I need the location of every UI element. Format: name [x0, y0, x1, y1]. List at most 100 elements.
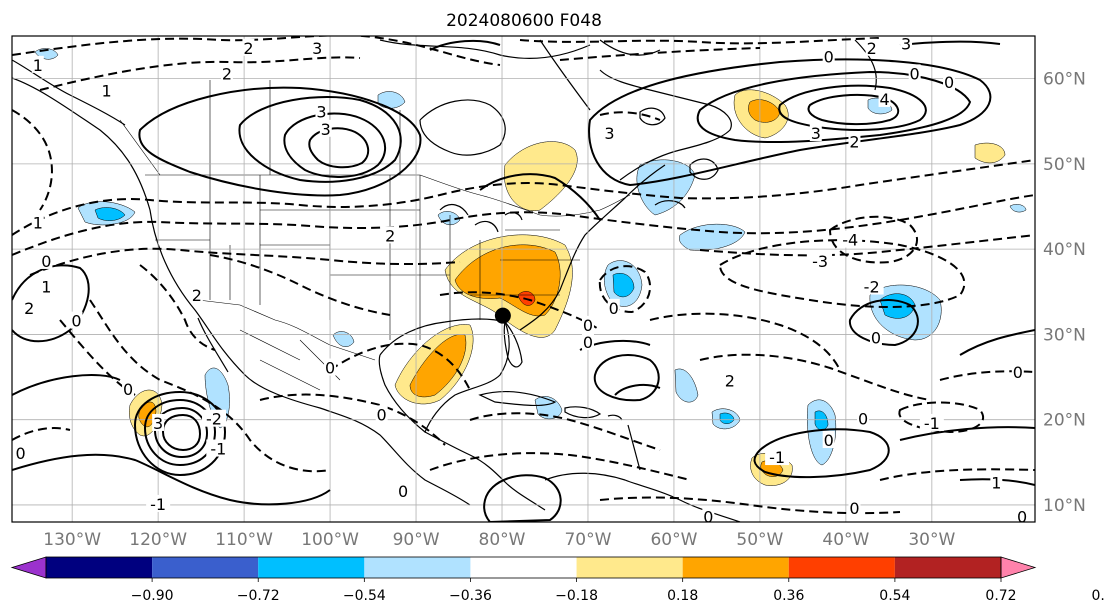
positive-contour-west-atlantic-ring — [593, 354, 660, 402]
contour-label-background — [919, 413, 944, 431]
contour-label-background — [808, 251, 833, 269]
contour-label-background — [375, 405, 388, 423]
positive-contour-atlantic-high — [588, 58, 992, 187]
negative-contour-caribbean-2 — [429, 452, 691, 481]
colorbar-segment — [152, 557, 259, 578]
colorbar-tick-label: 0.18 — [667, 588, 698, 604]
negative-anomaly-area-east-atlantic — [1009, 204, 1027, 213]
height-anomaly-contours — [12, 39, 1035, 522]
contour-label: 0 — [583, 333, 593, 352]
longitude-tick-label: 100°W — [301, 530, 359, 550]
nova-scotia — [654, 200, 686, 209]
contour-label-background — [315, 102, 328, 120]
contour-label-background — [31, 213, 44, 231]
map-title: 2024080600 F048 — [446, 11, 602, 31]
positive-contour-atlantic-high-inner-1 — [696, 70, 972, 144]
negative-contour-cape-verde-low — [898, 401, 985, 434]
longitude-tick-label: 60°W — [650, 530, 697, 550]
contour-label-background — [900, 36, 913, 52]
contour-label: 2 — [222, 64, 232, 83]
colorbar-segment — [364, 557, 471, 578]
contour-label: 0 — [325, 359, 335, 378]
contour-label-background — [581, 315, 594, 333]
contour-label-background — [122, 379, 135, 397]
contour-label-background — [100, 81, 113, 99]
longitude-labels: 130°W 120°W 110°W 100°W 90°W 80°W 70°W 60°W 50°W… — [43, 530, 955, 550]
contour-label: 3 — [312, 39, 322, 58]
negative-contour-west-us-1 — [139, 264, 216, 351]
negative-contour-mexico-2 — [59, 319, 136, 396]
colorbar-segment — [470, 557, 577, 578]
contour-label-background — [202, 409, 227, 427]
contour-label: 3 — [316, 103, 326, 122]
contour-label-background — [878, 89, 891, 107]
contour-label: 0 — [377, 405, 387, 424]
contour-label: 0 — [41, 252, 51, 271]
map-frame — [11, 35, 1036, 523]
latitude-tick-label: 30°N — [1043, 325, 1086, 345]
positive-contour-south-atlantic — [753, 428, 890, 479]
contour-label: 2 — [867, 39, 877, 58]
negative-anomaly-area-texas — [332, 331, 355, 347]
positive-contour-central-canada-high-inner-2 — [283, 112, 387, 178]
contour-label: 3 — [901, 35, 911, 54]
hudson-bay — [419, 99, 506, 156]
positive-contour-pacific-low-4 — [161, 413, 202, 452]
contour-label-background — [152, 413, 165, 431]
contour-label: 0 — [910, 64, 920, 83]
contour-label-background — [220, 64, 233, 82]
negative-contour-east-pacific-edge — [12, 427, 71, 441]
puerto-rico — [607, 414, 623, 421]
strong-positive-anomaly-area-eastern-pacific — [138, 401, 157, 428]
contour-label-background — [1011, 362, 1024, 380]
contour-label-background — [838, 230, 863, 248]
contour-label-background — [607, 298, 620, 316]
negative-anomaly-area-tropical-atlantic — [674, 368, 699, 403]
florida-peninsula — [503, 321, 523, 368]
negative-contour-midlat-1 — [12, 159, 1035, 236]
contour-label: -1 — [769, 448, 785, 467]
contour-label: -2 — [206, 410, 222, 429]
alaska-coast — [12, 59, 126, 126]
contour-label-background — [384, 226, 397, 244]
negative-contour-tropical-atlantic — [649, 312, 841, 371]
contour-label: 0 — [609, 299, 619, 318]
contour-label-background — [857, 409, 870, 427]
contour-label-background — [311, 38, 324, 56]
contour-label: 1 — [41, 278, 51, 297]
longitude-tick-label: 130°W — [43, 530, 101, 550]
contour-label-background — [908, 64, 921, 82]
longitude-tick-label: 40°W — [822, 530, 869, 550]
colorbar-segment — [788, 557, 895, 578]
contour-label-background — [70, 311, 83, 329]
latitude-tick-label: 60°N — [1043, 70, 1086, 90]
contour-label-background — [822, 431, 835, 448]
longitude-tick-label: 110°W — [215, 530, 273, 550]
negative-contour-south-atlantic-2 — [879, 468, 1035, 481]
negative-anomaly-area-south-atlantic — [807, 399, 837, 466]
negative-contour-bermuda — [598, 265, 652, 314]
contour-label: 3 — [604, 124, 614, 143]
longitude-tick-label: 80°W — [479, 530, 526, 550]
colorbar-tick-label: 0.54 — [879, 588, 910, 604]
longitude-tick-label: 90°W — [393, 530, 440, 550]
colorbar-tick-label: 0.36 — [773, 588, 804, 604]
contour-label: -3 — [812, 252, 828, 271]
colorbar-frame — [45, 556, 1002, 579]
contour-label-background — [242, 38, 255, 56]
negative-anomaly-area-gulf-of-maine — [636, 159, 696, 216]
latitude-tick-label: 20°N — [1043, 411, 1086, 431]
negative-contour-gulf-2 — [259, 393, 446, 446]
contour-label-background — [865, 38, 878, 56]
positive-contour-central-canada-high-inner-3 — [308, 127, 370, 169]
contour-label-background — [848, 499, 861, 517]
colorbar-tick-label: −0.72 — [237, 588, 280, 604]
contour-label: -1 — [924, 414, 940, 433]
contour-label: 0 — [849, 499, 859, 518]
positive-contour-azores-loop — [848, 299, 919, 347]
colorbar-extend-high — [1000, 556, 1037, 579]
contour-label-background — [206, 439, 231, 457]
contour-label-background — [822, 47, 835, 65]
